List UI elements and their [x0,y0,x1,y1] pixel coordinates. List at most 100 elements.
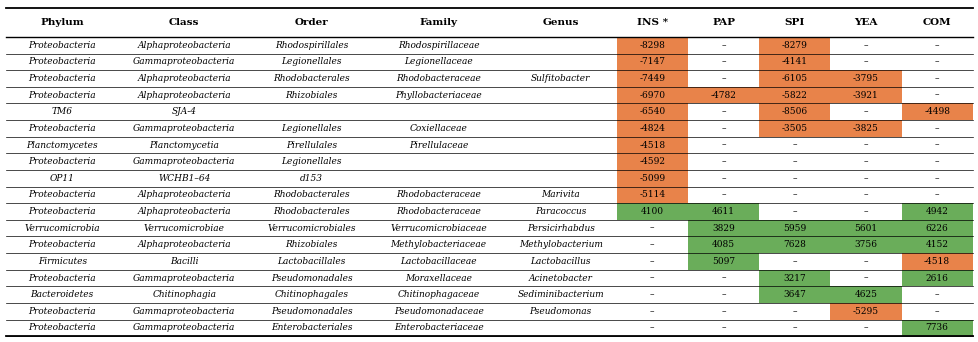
Text: –: – [934,157,939,166]
Text: Gammaproteobacteria: Gammaproteobacteria [133,307,236,316]
Bar [829,120,901,137]
Text: Proteobacteria: Proteobacteria [28,307,96,316]
Text: -4592: -4592 [639,157,665,166]
Text: -4824: -4824 [639,124,664,133]
Text: Alphaproteobacteria: Alphaproteobacteria [137,74,231,83]
Text: –: – [934,41,939,50]
Text: –: – [863,157,867,166]
Text: –: – [934,307,939,316]
Text: -8279: -8279 [781,41,807,50]
Bar [616,137,688,153]
Text: Alphaproteobacteria: Alphaproteobacteria [137,190,231,199]
Text: WCHB1–64: WCHB1–64 [158,174,210,183]
Text: Proteobacteria: Proteobacteria [28,324,96,332]
Bar [758,286,829,303]
Bar [901,236,972,253]
Text: 4625: 4625 [854,290,876,299]
Bar [901,270,972,286]
Text: -3921: -3921 [852,91,878,100]
Text: –: – [863,41,867,50]
Text: Planctomycetes: Planctomycetes [26,141,98,149]
Text: Pseudomonadaceae: Pseudomonadaceae [393,307,483,316]
Text: Chitinophagales: Chitinophagales [274,290,348,299]
Bar [758,104,829,120]
Text: –: – [934,124,939,133]
Text: –: – [721,290,725,299]
Text: –: – [934,190,939,199]
Bar [829,220,901,236]
Text: Pirellulales: Pirellulales [286,141,336,149]
Text: Legionellales: Legionellales [281,157,341,166]
Text: –: – [863,190,867,199]
Text: d153: d153 [299,174,323,183]
Text: Rhodobacterales: Rhodobacterales [273,207,349,216]
Bar [758,236,829,253]
Text: Rhizobiales: Rhizobiales [285,91,337,100]
Text: 2616: 2616 [925,274,948,282]
Text: Sulfitobacter: Sulfitobacter [530,74,590,83]
Bar [829,286,901,303]
Text: -6970: -6970 [639,91,665,100]
Text: Methylobacteriaceae: Methylobacteriaceae [390,240,486,249]
Text: –: – [649,224,654,233]
Text: Legionellales: Legionellales [281,57,341,66]
Text: Gammaproteobacteria: Gammaproteobacteria [133,57,236,66]
Text: Sediminibacterium: Sediminibacterium [516,290,603,299]
Text: -4518: -4518 [923,257,950,266]
Text: –: – [934,141,939,149]
Text: -5295: -5295 [852,307,878,316]
Text: Class: Class [169,18,200,27]
Text: Chitinophagaceae: Chitinophagaceae [397,290,479,299]
Text: –: – [791,207,796,216]
Text: –: – [934,174,939,183]
Text: -4498: -4498 [923,107,950,116]
Text: Pseudomonas: Pseudomonas [529,307,592,316]
Text: -4141: -4141 [780,57,807,66]
Text: TM6: TM6 [52,107,72,116]
Text: –: – [649,240,654,249]
Text: –: – [721,307,725,316]
Text: Methylobacterium: Methylobacterium [518,240,602,249]
Text: –: – [649,324,654,332]
Bar [758,270,829,286]
Text: Pseudomonadales: Pseudomonadales [270,274,352,282]
Text: –: – [721,324,725,332]
Text: Rhodobacterales: Rhodobacterales [273,190,349,199]
Text: –: – [791,190,796,199]
Bar [758,54,829,70]
Text: 4085: 4085 [711,240,734,249]
Text: 5601: 5601 [854,224,876,233]
Bar [901,253,972,270]
Bar [688,87,758,104]
Bar [901,319,972,336]
Bar [688,253,758,270]
Text: –: – [791,174,796,183]
Text: –: – [721,190,725,199]
Text: –: – [721,74,725,83]
Text: –: – [863,274,867,282]
Text: 6226: 6226 [925,224,948,233]
Text: Proteobacteria: Proteobacteria [28,240,96,249]
Text: Chitinophagia: Chitinophagia [153,290,216,299]
Text: 7736: 7736 [925,324,948,332]
Text: Rhizobiales: Rhizobiales [285,240,337,249]
Text: 5097: 5097 [711,257,734,266]
Bar [688,236,758,253]
Text: 4611: 4611 [711,207,734,216]
Text: Legionellales: Legionellales [281,124,341,133]
Text: Order: Order [294,18,328,27]
Text: Rhodobacteraceae: Rhodobacteraceae [396,207,480,216]
Text: -7147: -7147 [639,57,665,66]
Text: –: – [649,290,654,299]
Text: –: – [863,107,867,116]
Text: -5099: -5099 [639,174,665,183]
Text: Rhodobacterales: Rhodobacterales [273,74,349,83]
Text: Coxiellaceae: Coxiellaceae [409,124,467,133]
Text: Enterobacteriales: Enterobacteriales [271,324,352,332]
Text: –: – [649,307,654,316]
Text: –: – [934,74,939,83]
Bar [758,87,829,104]
Text: -5822: -5822 [781,91,807,100]
Text: Gammaproteobacteria: Gammaproteobacteria [133,124,236,133]
Text: –: – [721,157,725,166]
